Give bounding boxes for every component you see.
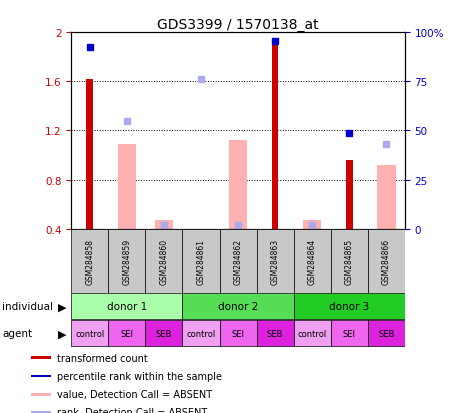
Bar bbox=[182, 229, 219, 293]
Text: GSM284859: GSM284859 bbox=[122, 238, 131, 284]
Bar bbox=[108, 320, 145, 347]
Bar bbox=[256, 320, 293, 347]
Bar bbox=[31, 375, 50, 377]
Bar bbox=[182, 320, 219, 347]
Text: control: control bbox=[75, 329, 104, 338]
Text: donor 3: donor 3 bbox=[328, 301, 369, 312]
Bar bbox=[271, 42, 278, 229]
Text: rank, Detection Call = ABSENT: rank, Detection Call = ABSENT bbox=[57, 407, 207, 413]
Text: agent: agent bbox=[2, 328, 32, 339]
Text: ▶: ▶ bbox=[58, 328, 67, 339]
Text: SEI: SEI bbox=[120, 329, 133, 338]
Text: GSM284864: GSM284864 bbox=[307, 238, 316, 284]
Text: SEB: SEB bbox=[377, 329, 394, 338]
Bar bbox=[345, 161, 352, 229]
Bar bbox=[154, 221, 173, 229]
Text: SEB: SEB bbox=[266, 329, 283, 338]
Title: GDS3399 / 1570138_at: GDS3399 / 1570138_at bbox=[157, 18, 318, 32]
Bar bbox=[71, 320, 108, 347]
Bar bbox=[330, 320, 367, 347]
Text: GSM284865: GSM284865 bbox=[344, 238, 353, 284]
Text: value, Detection Call = ABSENT: value, Detection Call = ABSENT bbox=[57, 389, 212, 399]
Bar bbox=[145, 229, 182, 293]
Text: donor 2: donor 2 bbox=[218, 301, 257, 312]
Bar bbox=[86, 80, 93, 229]
Bar bbox=[367, 229, 404, 293]
Bar bbox=[302, 221, 321, 229]
Text: SEI: SEI bbox=[342, 329, 355, 338]
Bar bbox=[367, 320, 404, 347]
Bar bbox=[228, 141, 247, 229]
Text: GSM284860: GSM284860 bbox=[159, 238, 168, 284]
Text: donor 1: donor 1 bbox=[106, 301, 147, 312]
Bar bbox=[145, 320, 182, 347]
Text: GSM284862: GSM284862 bbox=[233, 238, 242, 284]
Bar bbox=[108, 229, 145, 293]
Bar bbox=[330, 229, 367, 293]
Text: ▶: ▶ bbox=[58, 301, 67, 312]
Text: percentile rank within the sample: percentile rank within the sample bbox=[57, 371, 221, 381]
Text: SEI: SEI bbox=[231, 329, 244, 338]
Bar bbox=[71, 294, 182, 320]
Bar bbox=[293, 229, 330, 293]
Bar bbox=[256, 229, 293, 293]
Text: GSM284861: GSM284861 bbox=[196, 238, 205, 284]
Bar bbox=[71, 229, 108, 293]
Text: GSM284866: GSM284866 bbox=[381, 238, 390, 284]
Text: control: control bbox=[186, 329, 215, 338]
Bar bbox=[31, 393, 50, 396]
Bar bbox=[118, 145, 136, 229]
Text: GSM284863: GSM284863 bbox=[270, 238, 279, 284]
Text: control: control bbox=[297, 329, 326, 338]
Bar bbox=[293, 320, 330, 347]
Bar bbox=[219, 229, 256, 293]
Bar bbox=[31, 411, 50, 413]
Bar bbox=[182, 294, 293, 320]
Text: individual: individual bbox=[2, 301, 53, 312]
Bar bbox=[219, 320, 256, 347]
Bar bbox=[376, 166, 395, 229]
Text: GSM284858: GSM284858 bbox=[85, 238, 94, 284]
Text: SEB: SEB bbox=[156, 329, 172, 338]
Bar bbox=[31, 356, 50, 359]
Text: transformed count: transformed count bbox=[57, 353, 147, 363]
Bar bbox=[293, 294, 404, 320]
